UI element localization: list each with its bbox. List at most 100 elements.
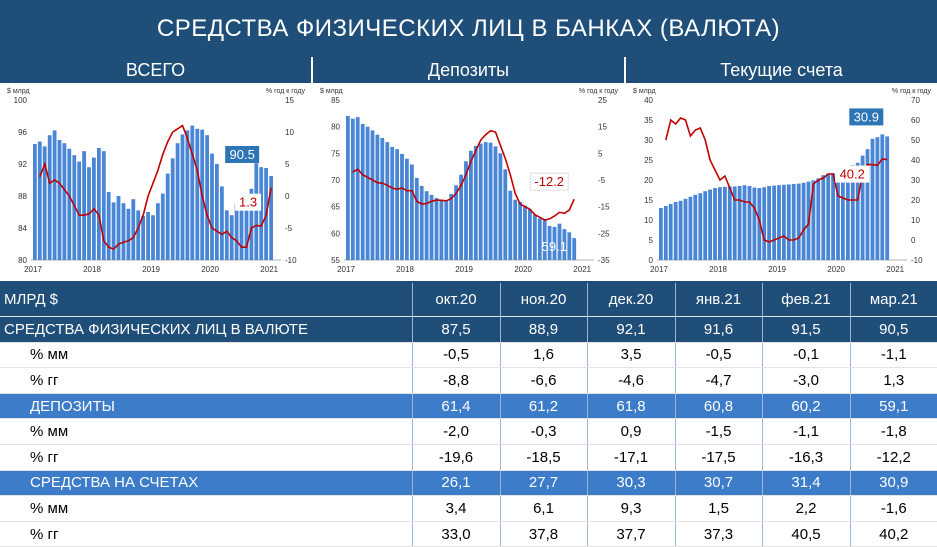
table-cell: 1,6	[499, 342, 587, 369]
x-tick-label: 2021	[573, 265, 591, 274]
row-label: % мм	[0, 418, 412, 445]
bar	[106, 192, 111, 260]
bar	[703, 191, 708, 260]
bar	[365, 126, 370, 260]
bar	[850, 165, 855, 260]
y-axis-caption-right: % год к году	[892, 88, 932, 95]
table-cell: 31,4	[761, 470, 850, 497]
table-row: % гг -19,6 -18,5 -17,1 -17,5 -16,3 -12,2	[0, 444, 937, 471]
table-cell: 60,2	[761, 393, 850, 420]
bar	[708, 189, 712, 260]
bar	[742, 185, 747, 260]
bar	[757, 188, 762, 260]
y-tick-label: 70	[331, 176, 340, 185]
y-tick-label: 25	[644, 156, 653, 165]
bar	[77, 161, 82, 260]
table-cell: 2,2	[761, 495, 850, 522]
table-cell: 40,2	[849, 521, 937, 547]
value-badge	[849, 108, 884, 126]
bar	[831, 173, 835, 260]
table-cell: 30,7	[674, 470, 762, 497]
bar	[483, 142, 488, 260]
y2-tick-label: 25	[598, 96, 607, 105]
table-cell: 33,0	[411, 521, 500, 547]
y-axis-caption-left: $ млрд	[320, 88, 343, 95]
bar	[528, 209, 532, 260]
bar	[170, 158, 175, 260]
bar	[693, 194, 698, 260]
bar	[47, 135, 52, 260]
table-cell: -0,1	[761, 342, 850, 369]
bar	[355, 117, 360, 260]
table-cell: 1,3	[849, 367, 937, 394]
bar	[821, 175, 826, 260]
bar	[346, 116, 350, 260]
y2-tick-label: 60	[911, 116, 920, 125]
y2-tick-label: 20	[911, 196, 920, 205]
y2-tick-label: 5	[598, 149, 603, 158]
bar	[473, 145, 478, 260]
bar	[732, 186, 737, 260]
y-tick-label: 80	[18, 256, 27, 265]
bar	[210, 153, 214, 260]
y2-tick-label: -25	[598, 229, 610, 238]
table-row: % мм -0,5 1,6 3,5 -0,5 -0,1 -1,1	[0, 342, 937, 369]
bar	[846, 167, 850, 260]
bar	[82, 151, 86, 260]
bar	[146, 212, 150, 260]
table-cell: 37,7	[586, 521, 675, 547]
bar	[190, 125, 195, 260]
bar	[350, 118, 355, 260]
row-label: % гг	[0, 367, 412, 394]
y-axis-caption-right: % год к году	[579, 88, 619, 95]
y-tick-label: 88	[18, 192, 27, 201]
bar	[385, 142, 390, 260]
y-tick-label: 96	[18, 128, 27, 137]
y-axis-caption-left: $ млрд	[633, 88, 656, 95]
table-cell: 61,2	[499, 393, 587, 420]
value-label: 90.5	[230, 147, 255, 162]
bar	[414, 177, 419, 260]
y2-tick-label: -5	[285, 224, 293, 233]
bar	[244, 200, 249, 260]
y-tick-label: 15	[644, 196, 653, 205]
bar	[811, 180, 816, 260]
unit-label: МЛРД $	[0, 283, 412, 317]
bar	[836, 172, 840, 260]
bar	[249, 188, 254, 260]
yoy-label: -12.2	[534, 174, 564, 189]
table-row: % мм -2,0 -0,3 0,9 -1,5 -1,1 -1,8	[0, 418, 937, 445]
row-label: ДЕПОЗИТЫ	[0, 393, 412, 420]
bar	[410, 164, 414, 260]
bar	[395, 149, 399, 260]
y2-tick-label: 40	[911, 156, 920, 165]
table-row: % гг 33,0 37,8 37,7 37,3 40,5 40,2	[0, 521, 937, 547]
bar	[767, 186, 771, 260]
row-label: СРЕДСТВА НА СЧЕТАХ	[0, 470, 412, 497]
bar	[786, 184, 791, 260]
y2-tick-label: 15	[598, 123, 607, 132]
y-tick-label: 85	[331, 96, 340, 105]
y2-tick-label: -10	[285, 256, 297, 265]
y2-tick-label: 70	[911, 96, 920, 105]
bar	[97, 148, 101, 260]
bar	[713, 188, 717, 260]
bar	[508, 190, 513, 260]
row-label: СРЕДСТВА ФИЗИЧЕСКИХ ЛИЦ В ВАЛЮТЕ	[0, 316, 412, 343]
bar	[454, 185, 458, 260]
bar	[796, 183, 801, 260]
bar	[224, 210, 229, 260]
bar	[444, 201, 449, 260]
y-tick-label: 5	[649, 236, 654, 245]
table-cell: -1,5	[674, 418, 762, 445]
table-cell: 87,5	[411, 316, 500, 343]
bar	[567, 232, 572, 260]
bar	[747, 186, 752, 260]
row-label: % гг	[0, 444, 412, 471]
bar	[498, 153, 503, 260]
yoy-line	[665, 117, 888, 243]
value-label: 30.9	[854, 109, 879, 124]
table-cell: 91,6	[674, 316, 762, 343]
bar	[239, 199, 244, 260]
table-cell: -0,5	[674, 342, 762, 369]
